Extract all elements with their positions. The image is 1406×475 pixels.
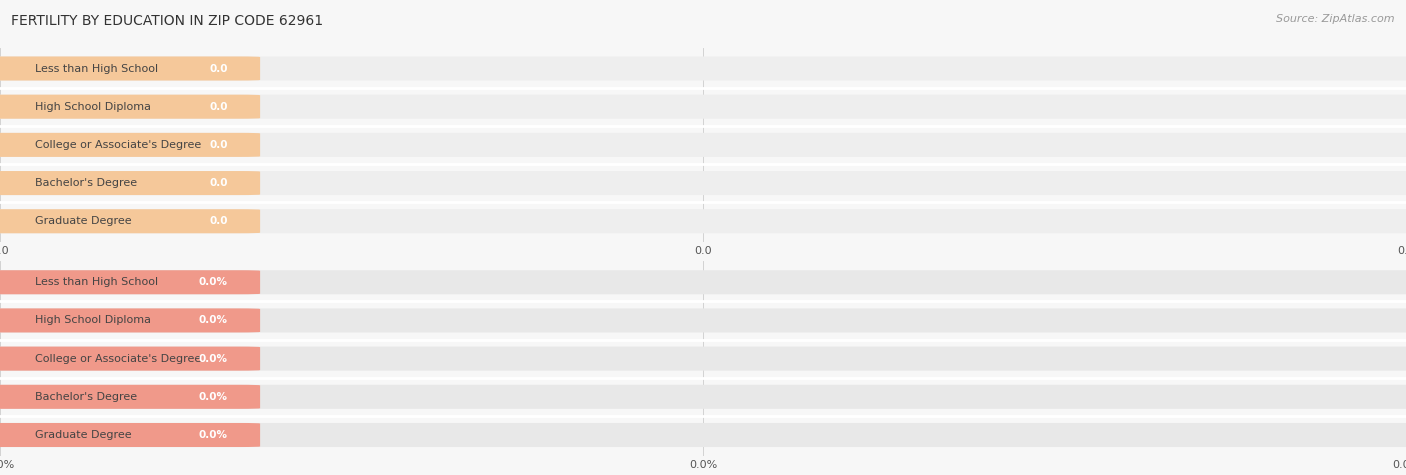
Text: 0.0%: 0.0% <box>198 315 228 325</box>
Text: 0.0: 0.0 <box>209 140 228 150</box>
Text: Less than High School: Less than High School <box>35 64 159 74</box>
Text: Bachelor's Degree: Bachelor's Degree <box>35 178 138 188</box>
FancyBboxPatch shape <box>0 308 260 332</box>
Text: 0.0%: 0.0% <box>198 353 228 364</box>
Text: College or Associate's Degree: College or Associate's Degree <box>35 140 201 150</box>
Text: Source: ZipAtlas.com: Source: ZipAtlas.com <box>1277 14 1395 24</box>
Text: FERTILITY BY EDUCATION IN ZIP CODE 62961: FERTILITY BY EDUCATION IN ZIP CODE 62961 <box>11 14 323 28</box>
FancyBboxPatch shape <box>0 347 1406 370</box>
FancyBboxPatch shape <box>0 171 260 195</box>
FancyBboxPatch shape <box>0 57 260 81</box>
Text: 0.0: 0.0 <box>209 216 228 226</box>
FancyBboxPatch shape <box>0 270 260 294</box>
Text: High School Diploma: High School Diploma <box>35 315 152 325</box>
Text: 0.0: 0.0 <box>209 178 228 188</box>
Text: College or Associate's Degree: College or Associate's Degree <box>35 353 201 364</box>
FancyBboxPatch shape <box>0 133 1406 157</box>
Text: 0.0%: 0.0% <box>198 430 228 440</box>
FancyBboxPatch shape <box>0 423 1406 447</box>
FancyBboxPatch shape <box>0 57 1406 81</box>
Text: Bachelor's Degree: Bachelor's Degree <box>35 392 138 402</box>
Text: Graduate Degree: Graduate Degree <box>35 430 132 440</box>
Text: 0.0: 0.0 <box>209 64 228 74</box>
Text: Less than High School: Less than High School <box>35 277 159 287</box>
FancyBboxPatch shape <box>0 95 1406 119</box>
FancyBboxPatch shape <box>0 209 260 233</box>
FancyBboxPatch shape <box>0 308 1406 332</box>
FancyBboxPatch shape <box>0 423 260 447</box>
FancyBboxPatch shape <box>0 385 1406 409</box>
Text: 0.0: 0.0 <box>209 102 228 112</box>
FancyBboxPatch shape <box>0 347 260 370</box>
FancyBboxPatch shape <box>0 133 260 157</box>
FancyBboxPatch shape <box>0 95 260 119</box>
FancyBboxPatch shape <box>0 209 1406 233</box>
Text: 0.0%: 0.0% <box>198 277 228 287</box>
Text: Graduate Degree: Graduate Degree <box>35 216 132 226</box>
FancyBboxPatch shape <box>0 270 1406 294</box>
FancyBboxPatch shape <box>0 171 1406 195</box>
FancyBboxPatch shape <box>0 385 260 409</box>
Text: 0.0%: 0.0% <box>198 392 228 402</box>
Text: High School Diploma: High School Diploma <box>35 102 152 112</box>
